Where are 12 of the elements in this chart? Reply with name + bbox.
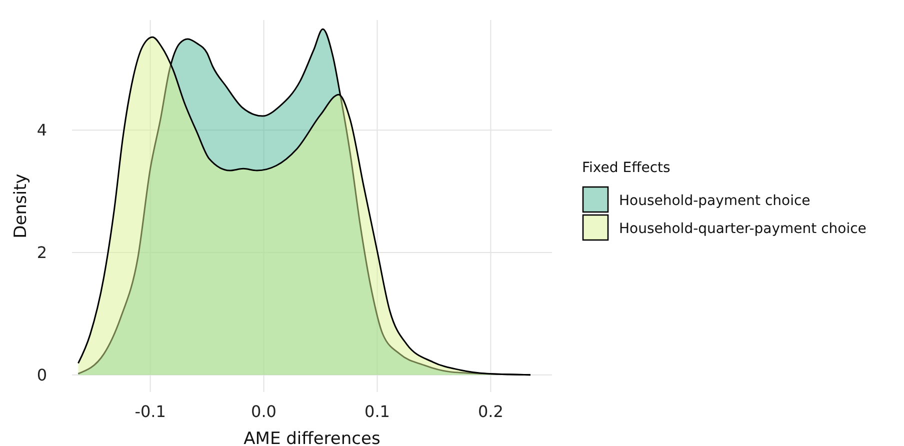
y-tick-label: 0 (36, 365, 47, 384)
x-tick-label: 0.1 (364, 402, 390, 421)
y-tick-label: 2 (36, 243, 47, 262)
legend-label: Household-payment choice (619, 192, 810, 209)
x-tick-label: 0.0 (251, 402, 276, 421)
x-axis-title: AME differences (244, 429, 380, 446)
y-tick-label: 4 (36, 120, 47, 140)
x-tick-label: 0.2 (478, 402, 504, 421)
legend-title: Fixed Effects (582, 160, 670, 176)
legend-label: Household-quarter-payment choice (619, 220, 866, 237)
y-axis-title: Density (11, 174, 31, 238)
x-tick-label: -0.1 (134, 402, 166, 421)
